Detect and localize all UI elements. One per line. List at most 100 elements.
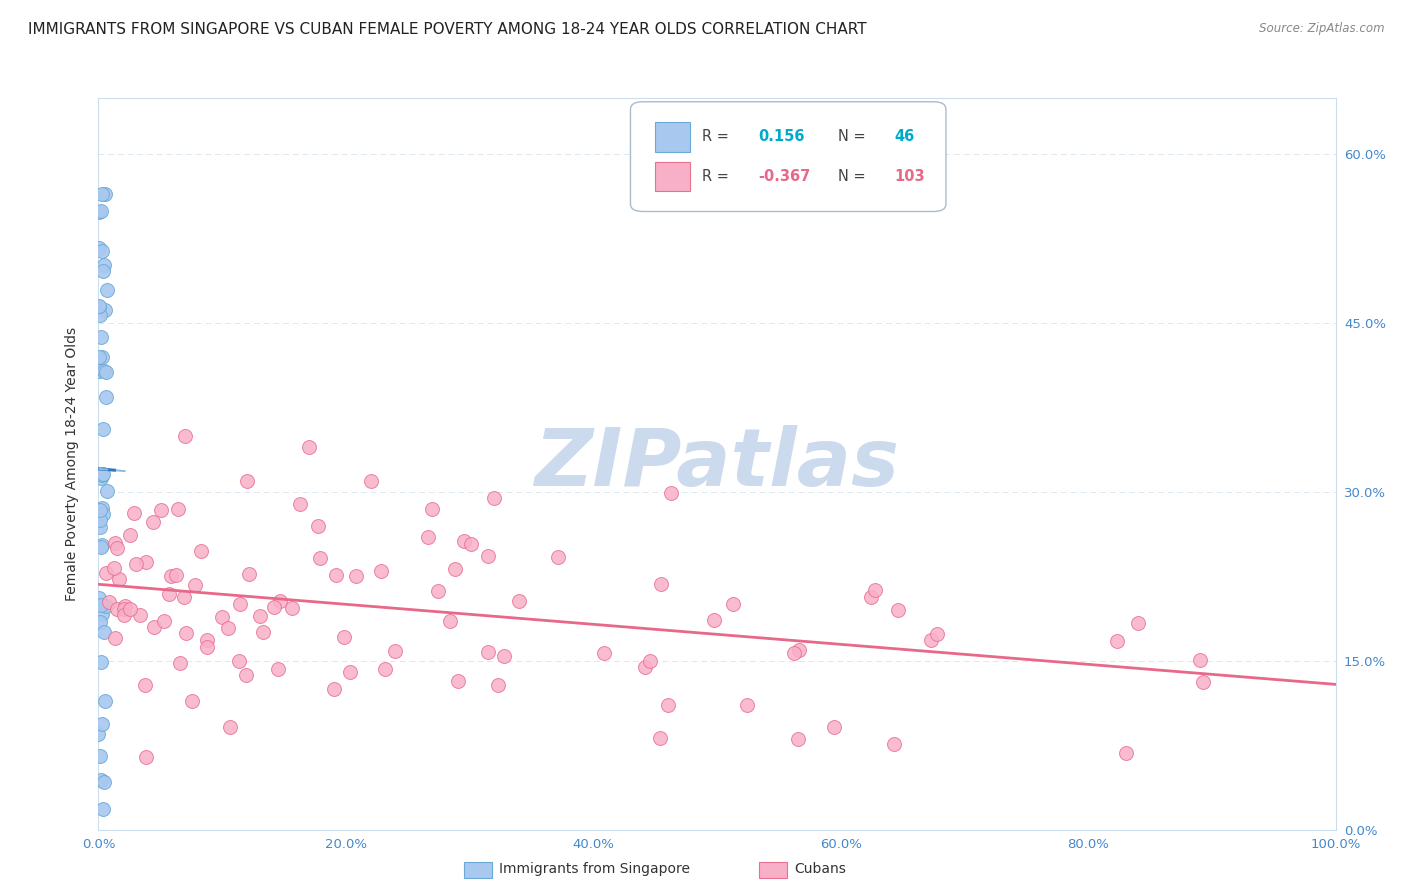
Text: ZIPatlas: ZIPatlas (534, 425, 900, 503)
Point (735, 698, 758, 712)
Point (94, 566, 117, 580)
Point (384, 643, 406, 657)
Point (94, 365, 117, 379)
Point (184, 578, 207, 592)
Point (883, 737, 905, 751)
Point (477, 549, 499, 564)
Point (486, 678, 509, 692)
Point (252, 625, 274, 640)
Point (93, 422, 115, 436)
Point (87, 591, 110, 605)
Point (650, 731, 672, 745)
Point (174, 625, 197, 640)
Point (93, 258, 115, 272)
Point (173, 590, 195, 604)
Point (87, 364, 110, 378)
Point (229, 597, 252, 611)
Point (238, 567, 260, 582)
Point (91, 507, 114, 521)
Point (124, 557, 146, 571)
Point (112, 601, 135, 615)
Point (174, 428, 197, 442)
Point (920, 633, 942, 648)
Text: R =: R = (702, 169, 734, 184)
Point (96, 599, 118, 613)
Point (211, 610, 233, 624)
Text: N =: N = (838, 129, 870, 145)
Point (249, 608, 271, 623)
Point (87, 205, 110, 219)
Point (195, 640, 218, 655)
Point (91, 468, 114, 483)
Point (103, 561, 125, 575)
Point (309, 550, 332, 565)
Point (87, 300, 110, 314)
FancyBboxPatch shape (630, 102, 946, 211)
Point (860, 590, 883, 604)
Point (236, 474, 259, 488)
Point (93, 694, 115, 708)
Point (91, 350, 114, 364)
Point (90, 541, 112, 555)
Point (105, 541, 128, 555)
Point (661, 486, 683, 500)
Text: Source: ZipAtlas.com: Source: ZipAtlas.com (1260, 22, 1385, 36)
Point (281, 601, 304, 615)
Point (333, 630, 356, 644)
Point (823, 720, 845, 734)
Point (169, 656, 191, 670)
Point (703, 613, 725, 627)
Point (97, 595, 120, 609)
Point (180, 694, 202, 708)
Point (90, 186, 112, 201)
Point (1192, 674, 1215, 689)
Point (925, 626, 948, 640)
Point (108, 572, 131, 586)
Text: R =: R = (702, 129, 734, 145)
Point (91, 717, 114, 731)
Point (91, 501, 114, 516)
Point (96, 283, 118, 297)
Text: 46: 46 (894, 129, 914, 145)
Point (863, 583, 886, 598)
Point (494, 648, 516, 663)
Point (633, 660, 655, 674)
Point (89, 241, 111, 255)
Point (135, 750, 157, 764)
Point (360, 474, 382, 488)
Point (190, 544, 212, 558)
Point (120, 528, 142, 542)
Point (508, 594, 530, 608)
Point (152, 614, 174, 628)
Point (91, 263, 114, 277)
Point (134, 678, 156, 692)
Point (374, 662, 396, 676)
Point (93, 187, 115, 202)
Point (1126, 615, 1149, 630)
Point (444, 562, 467, 576)
Point (290, 497, 312, 511)
Point (416, 530, 439, 544)
Point (87, 727, 110, 741)
Point (195, 633, 218, 648)
Point (114, 599, 136, 614)
Text: IMMIGRANTS FROM SINGAPORE VS CUBAN FEMALE POVERTY AMONG 18-24 YEAR OLDS CORRELAT: IMMIGRANTS FROM SINGAPORE VS CUBAN FEMAL… (28, 22, 866, 37)
Point (484, 491, 506, 505)
Point (786, 732, 808, 747)
Point (638, 654, 661, 668)
Point (104, 536, 127, 550)
Point (447, 674, 470, 689)
Text: Immigrants from Singapore: Immigrants from Singapore (499, 862, 690, 876)
Point (96, 390, 118, 404)
Point (89, 748, 111, 763)
Point (325, 568, 347, 582)
Point (1115, 747, 1137, 761)
Point (453, 533, 475, 548)
Point (90, 607, 112, 622)
Point (105, 601, 128, 615)
Point (150, 502, 173, 516)
Point (298, 440, 321, 454)
Point (122, 506, 145, 520)
Point (93, 624, 115, 639)
Point (91, 538, 114, 552)
